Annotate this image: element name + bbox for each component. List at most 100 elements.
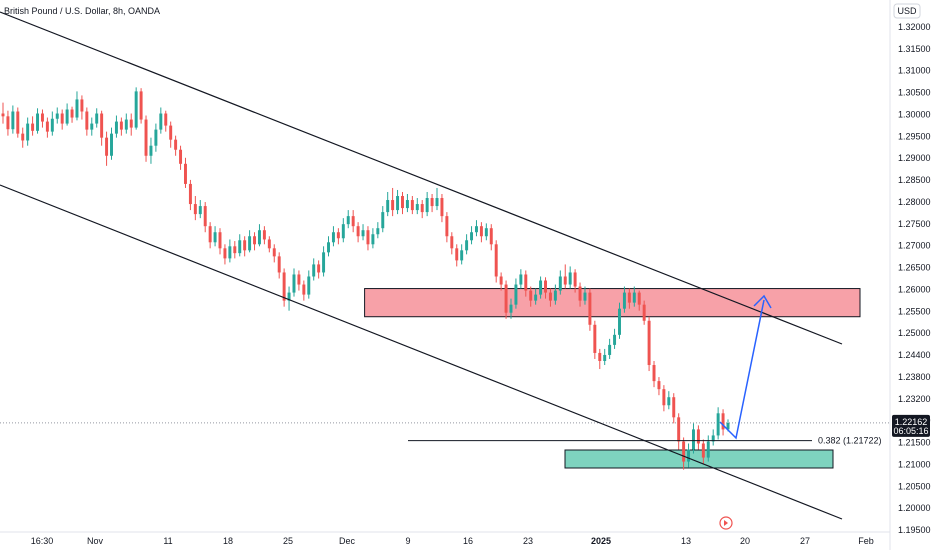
candle (6, 110, 10, 136)
candle (509, 298, 513, 319)
candle-body (198, 206, 202, 215)
candle (696, 425, 700, 450)
candle-body (36, 113, 40, 131)
candle (593, 320, 597, 359)
candle-body (134, 91, 138, 128)
candle-body (31, 123, 35, 131)
candle (539, 276, 543, 299)
candle (188, 179, 192, 211)
candle-body (312, 264, 316, 277)
candle (213, 226, 217, 247)
current-price-tag: 1.22162 06:05:16 (892, 414, 930, 437)
candle-body (26, 123, 30, 141)
candle (711, 429, 715, 446)
candle-body (85, 111, 89, 130)
candle-body (341, 224, 345, 239)
time-tick-label: 2025 (591, 536, 611, 546)
candle (169, 121, 173, 148)
candle-body (277, 256, 281, 273)
price-tick-label: 1.28500 (898, 175, 931, 185)
candle-body (356, 226, 360, 237)
candle (302, 280, 306, 301)
candle-body (90, 123, 94, 130)
candle (667, 391, 671, 410)
candle-body (287, 292, 291, 301)
candle-body (208, 226, 212, 243)
candle-body (40, 113, 44, 122)
candle-body (60, 113, 64, 124)
candle-body (80, 99, 84, 112)
candle (307, 270, 311, 299)
candle (243, 236, 247, 257)
candle (327, 236, 330, 257)
candle (534, 288, 538, 305)
candle (558, 270, 562, 295)
candle-body (386, 200, 390, 213)
time-tick-label: 9 (405, 536, 410, 546)
candle-body (573, 272, 577, 287)
candle (391, 187, 395, 217)
candle-body (494, 244, 498, 277)
candle-body (331, 232, 335, 243)
candle (637, 290, 641, 311)
candle (60, 109, 64, 130)
candle-body (233, 246, 237, 254)
candle-body (223, 248, 227, 259)
candle (144, 115, 148, 162)
candle-body (95, 113, 99, 124)
candle-body (672, 397, 676, 418)
candle-body (593, 324, 597, 353)
fib-level-label: 0.382 (1.21722) (818, 436, 882, 446)
candle (632, 286, 636, 307)
candle (331, 226, 335, 247)
candle (65, 103, 69, 126)
candle-body (499, 276, 503, 285)
replay-icon[interactable] (719, 516, 733, 530)
candle-body (110, 133, 113, 156)
price-tick-label: 1.29000 (898, 153, 931, 163)
candle-body (253, 236, 257, 245)
candle-body (677, 417, 681, 442)
candle (662, 385, 666, 412)
candle-body (691, 429, 695, 450)
candle (583, 286, 587, 305)
candle (682, 437, 686, 470)
candle-body (366, 230, 370, 245)
candle-body (213, 232, 217, 243)
candle (336, 228, 340, 245)
time-tick-label: 20 (740, 536, 750, 546)
candle-body (667, 397, 671, 406)
candle (529, 286, 533, 307)
candle-body (159, 113, 163, 130)
candle (465, 234, 469, 255)
candles-layer (1, 87, 730, 470)
candle-body (16, 111, 20, 134)
price-tick-label: 1.26000 (898, 284, 931, 294)
candle-body (248, 236, 252, 251)
candle-body (361, 230, 365, 237)
candle (499, 272, 503, 291)
candle (455, 244, 459, 267)
time-tick-label: 13 (681, 536, 691, 546)
candle-body (124, 119, 128, 130)
candle (80, 95, 84, 120)
time-tick-label: 16 (463, 536, 473, 546)
candle (292, 268, 296, 297)
candle-body (405, 200, 409, 209)
candle (356, 222, 360, 243)
currency-badge[interactable] (893, 3, 921, 19)
candle (474, 220, 478, 237)
candle-body (583, 292, 587, 301)
candle (608, 338, 612, 359)
candle-body (65, 109, 69, 124)
candle-body (307, 276, 311, 295)
candle-body (193, 204, 197, 215)
candle-body (563, 276, 567, 285)
candle (317, 260, 321, 279)
candle-body (519, 274, 523, 285)
candle (36, 108, 40, 134)
price-tick-label: 1.20000 (898, 503, 931, 513)
candle-body (504, 284, 508, 313)
candle (598, 348, 602, 370)
